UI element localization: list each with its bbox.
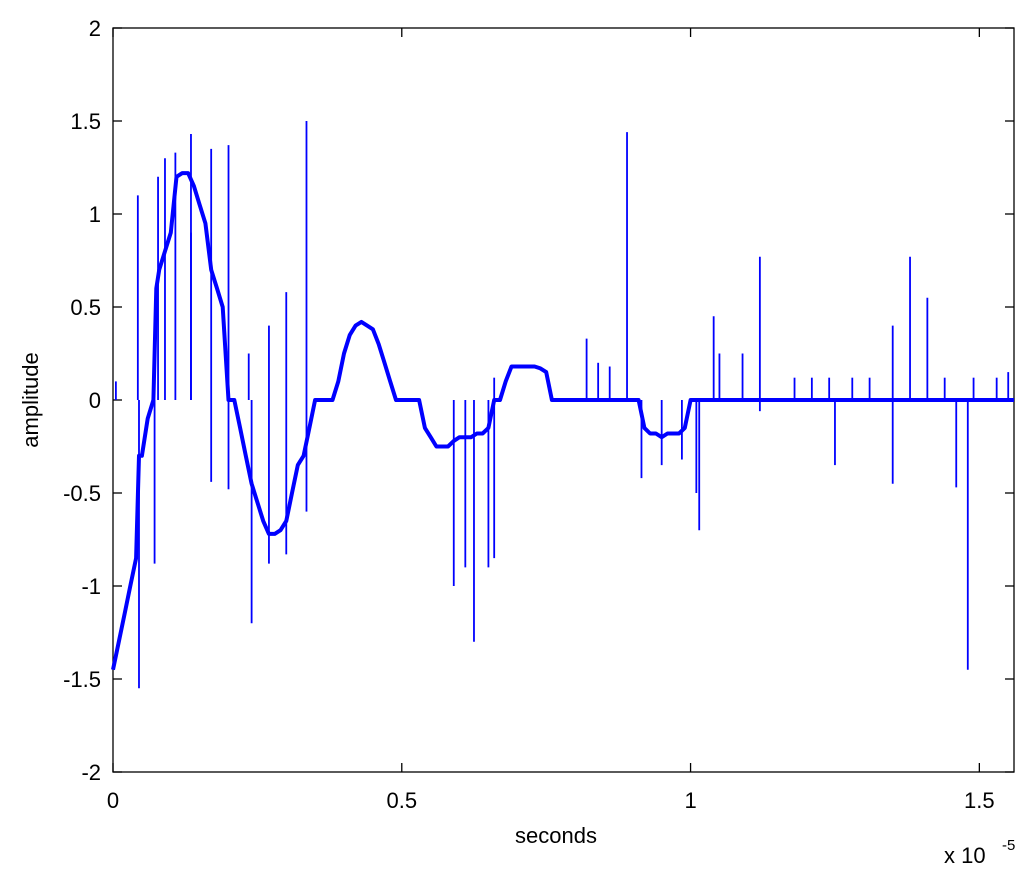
y-tick-label: 0 (89, 388, 101, 413)
y-tick-label: 2 (89, 16, 101, 41)
axis-tick-labels: -2 -1.5 -1 -0.5 0 0.5 1 1.5 2 0 0.5 1 1.5 (63, 16, 995, 813)
y-tick-label: -1.5 (63, 667, 101, 692)
x-tick-label: 1 (684, 788, 696, 813)
y-tick-label: 0.5 (70, 295, 101, 320)
x-tick-label: 0.5 (386, 788, 417, 813)
series-line (111, 171, 1014, 671)
x-multiplier-exponent: -5 (1002, 837, 1015, 854)
y-tick-label: -0.5 (63, 481, 101, 506)
y-tick-label: 1.5 (70, 109, 101, 134)
y-tick-label: -1 (81, 574, 101, 599)
y-tick-label: 1 (89, 202, 101, 227)
x-multiplier-label: x 10 (944, 843, 986, 868)
x-tick-label: 0 (107, 788, 119, 813)
y-axis-label: amplitude (18, 352, 43, 447)
y-tick-label: -2 (81, 760, 101, 785)
x-tick-label: 1.5 (964, 788, 995, 813)
x-axis-label: seconds (515, 823, 597, 848)
plot-lines (111, 121, 1014, 689)
